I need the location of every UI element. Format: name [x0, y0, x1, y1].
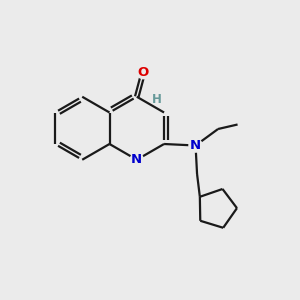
- Circle shape: [189, 139, 202, 152]
- Text: H: H: [152, 93, 162, 106]
- Text: N: N: [131, 153, 142, 166]
- Text: N: N: [190, 139, 201, 152]
- Text: O: O: [138, 66, 149, 79]
- Circle shape: [137, 65, 150, 79]
- Circle shape: [130, 153, 143, 166]
